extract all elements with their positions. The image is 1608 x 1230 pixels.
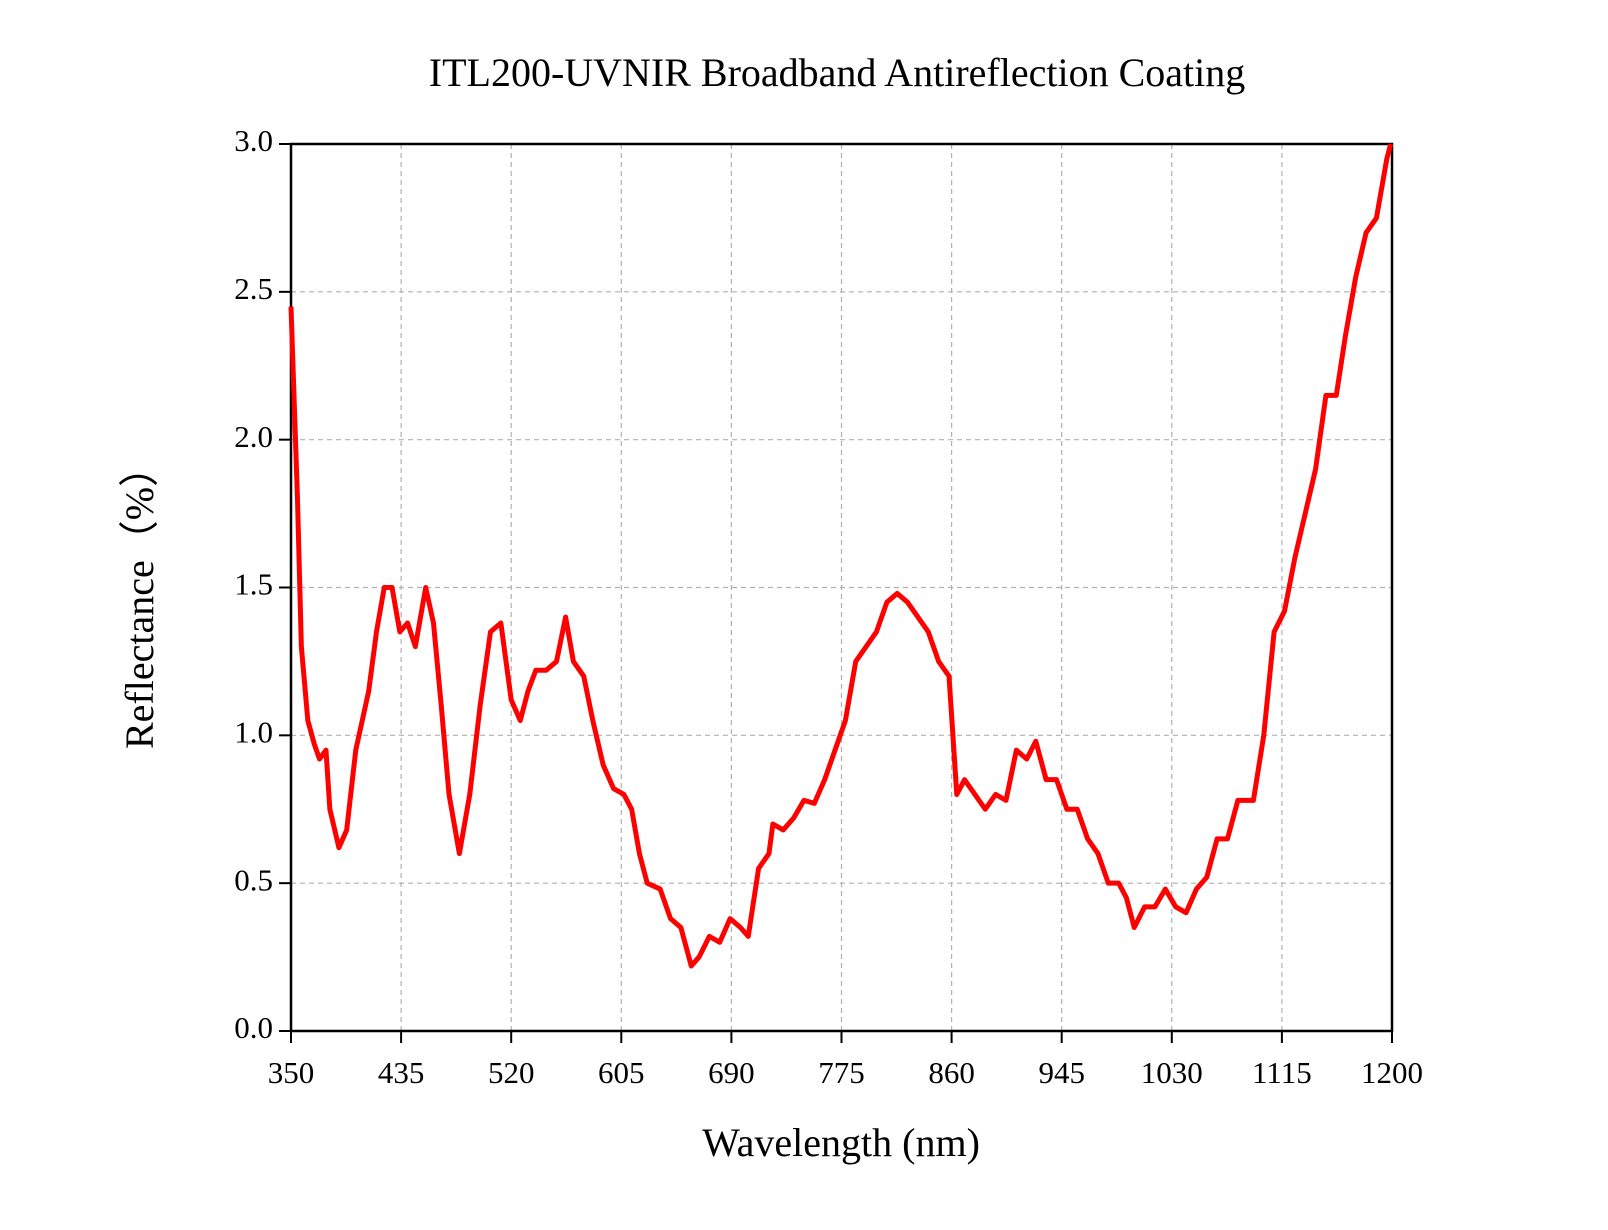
x-tick-label: 945 <box>1038 1055 1085 1090</box>
x-tick-label: 1030 <box>1141 1055 1203 1090</box>
x-tick-label: 435 <box>378 1055 425 1090</box>
plot-frame <box>289 142 1394 1033</box>
x-axis-label: Wavelength (nm) <box>702 1120 980 1165</box>
y-tick-label: 2.5 <box>234 271 273 306</box>
x-tick-label: 690 <box>708 1055 755 1090</box>
y-tick-label: 1.0 <box>234 714 273 749</box>
x-tick-label: 1200 <box>1361 1055 1423 1090</box>
x-tick-label: 605 <box>598 1055 645 1090</box>
x-tick-label: 520 <box>488 1055 535 1090</box>
x-tick-label: 1115 <box>1252 1055 1312 1090</box>
data-line <box>288 143 1394 969</box>
x-tick-label: 860 <box>928 1055 975 1090</box>
y-tick-label: 0.5 <box>234 862 273 897</box>
y-tick-label: 0.0 <box>234 1010 273 1045</box>
x-tick-label: 775 <box>818 1055 865 1090</box>
y-tick-label: 3.0 <box>234 123 273 158</box>
y-tick-label: 1.5 <box>234 567 273 602</box>
chart-title: ITL200-UVNIR Broadband Antireflection Co… <box>429 50 1245 95</box>
y-axis-label: Reflectance（%） <box>117 447 162 749</box>
y-tick-label: 2.0 <box>234 419 273 454</box>
x-tick-label: 350 <box>268 1055 315 1090</box>
